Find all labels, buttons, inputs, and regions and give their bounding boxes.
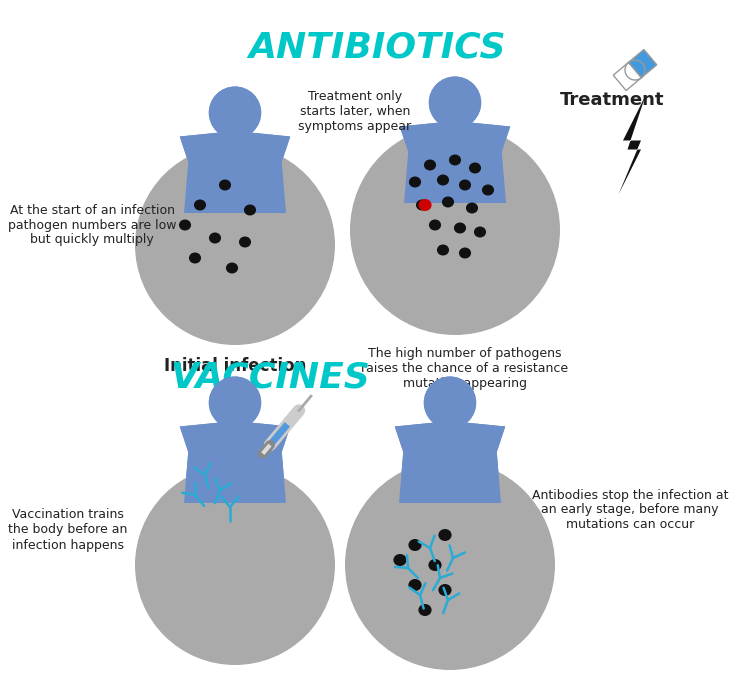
Circle shape <box>350 125 560 335</box>
Text: Treatment: Treatment <box>560 91 664 109</box>
Text: The high number of pathogens
raises the chance of a resistance
mutation appearin: The high number of pathogens raises the … <box>361 347 569 390</box>
Circle shape <box>210 377 260 428</box>
Circle shape <box>430 78 480 129</box>
Ellipse shape <box>442 197 454 207</box>
Ellipse shape <box>437 245 449 256</box>
FancyBboxPatch shape <box>442 426 458 442</box>
Ellipse shape <box>409 177 421 188</box>
Ellipse shape <box>449 154 461 165</box>
Ellipse shape <box>466 203 478 214</box>
Ellipse shape <box>418 199 431 211</box>
Wedge shape <box>625 63 642 80</box>
Ellipse shape <box>428 559 442 571</box>
Polygon shape <box>400 122 510 203</box>
Ellipse shape <box>189 252 201 263</box>
Polygon shape <box>395 422 505 503</box>
Circle shape <box>135 145 335 345</box>
Ellipse shape <box>459 248 471 258</box>
Ellipse shape <box>438 529 452 541</box>
Ellipse shape <box>469 163 481 173</box>
FancyBboxPatch shape <box>226 137 244 152</box>
Text: VACCINES: VACCINES <box>170 360 370 394</box>
Ellipse shape <box>226 262 238 273</box>
Ellipse shape <box>424 160 436 171</box>
Ellipse shape <box>209 233 221 243</box>
Polygon shape <box>179 132 290 213</box>
Polygon shape <box>629 50 657 78</box>
Circle shape <box>345 460 555 670</box>
Polygon shape <box>179 132 290 213</box>
FancyBboxPatch shape <box>446 126 464 142</box>
Ellipse shape <box>474 226 486 237</box>
Polygon shape <box>618 95 645 194</box>
Ellipse shape <box>418 604 431 616</box>
Text: Initial infection: Initial infection <box>164 357 306 375</box>
Polygon shape <box>613 63 642 90</box>
Ellipse shape <box>194 199 206 211</box>
FancyBboxPatch shape <box>226 426 244 442</box>
Text: Treatment only
starts later, when
symptoms appear: Treatment only starts later, when sympto… <box>299 90 412 133</box>
Wedge shape <box>629 60 645 78</box>
Text: Vaccination trains
the body before an
infection happens: Vaccination trains the body before an in… <box>8 509 127 551</box>
Circle shape <box>210 87 260 138</box>
Polygon shape <box>179 422 290 503</box>
Ellipse shape <box>429 220 441 231</box>
Circle shape <box>425 377 476 428</box>
Ellipse shape <box>219 180 231 190</box>
Ellipse shape <box>244 205 256 216</box>
Ellipse shape <box>482 184 494 196</box>
Ellipse shape <box>394 554 406 566</box>
Ellipse shape <box>416 199 428 211</box>
Polygon shape <box>179 422 290 503</box>
Circle shape <box>430 78 480 129</box>
FancyBboxPatch shape <box>446 126 464 142</box>
Ellipse shape <box>454 222 466 233</box>
Circle shape <box>210 377 260 428</box>
Ellipse shape <box>409 579 421 591</box>
FancyBboxPatch shape <box>442 426 458 442</box>
Circle shape <box>425 377 476 428</box>
Polygon shape <box>400 122 510 203</box>
Ellipse shape <box>409 539 421 551</box>
FancyBboxPatch shape <box>226 426 244 442</box>
Ellipse shape <box>438 584 452 596</box>
Text: At the start of an infection
pathogen numbers are low
but quickly multiply: At the start of an infection pathogen nu… <box>8 203 176 247</box>
Circle shape <box>135 465 335 665</box>
Ellipse shape <box>459 180 471 190</box>
Ellipse shape <box>239 237 251 248</box>
Ellipse shape <box>179 220 191 231</box>
FancyBboxPatch shape <box>226 137 244 152</box>
Circle shape <box>210 87 260 138</box>
Polygon shape <box>395 422 505 503</box>
Text: Antibodies stop the infection at
an early stage, before many
mutations can occur: Antibodies stop the infection at an earl… <box>532 488 728 532</box>
Ellipse shape <box>437 175 449 186</box>
Text: ANTIBIOTICS: ANTIBIOTICS <box>248 30 506 64</box>
